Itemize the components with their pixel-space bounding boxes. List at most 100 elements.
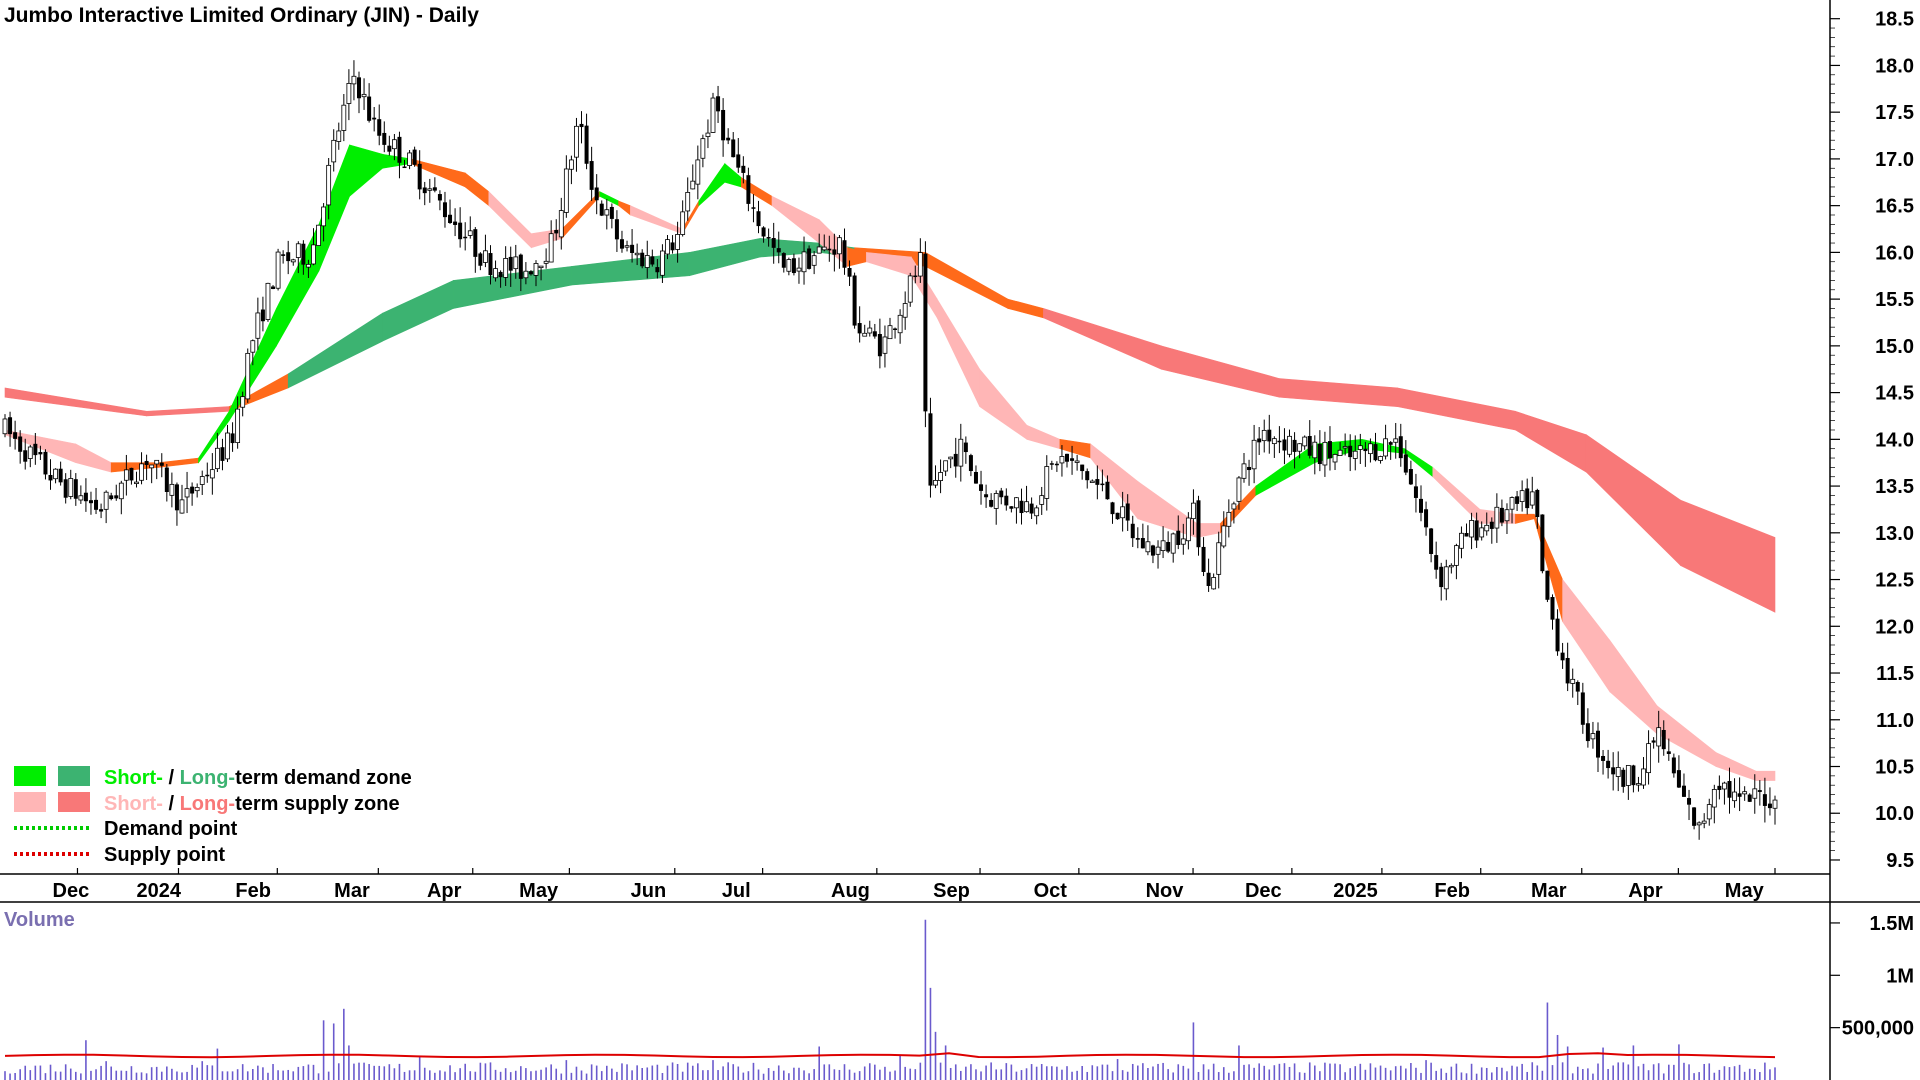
candle-body-up <box>295 243 301 258</box>
candle-body-down <box>357 77 361 99</box>
candle-body-down <box>23 450 28 462</box>
legend-short-label: Short- <box>104 767 163 789</box>
candle-body-down <box>953 453 958 467</box>
candle-body-up <box>1089 480 1095 483</box>
candle-body-down <box>1049 463 1054 465</box>
candle-body-down <box>1611 767 1616 775</box>
candle-body-down <box>1140 538 1145 549</box>
candle-body-down <box>1676 770 1681 788</box>
candle-body-up <box>1352 450 1358 459</box>
candle-body-up <box>680 211 686 235</box>
price-axis-label: 13.5 <box>1875 476 1914 498</box>
candle-body-down <box>190 486 195 494</box>
x-axis-label: Apr <box>427 880 462 902</box>
candle-body-down <box>33 443 38 456</box>
candle-body-down <box>716 96 721 112</box>
price-axis-label: 16.0 <box>1875 242 1914 264</box>
candle-body-down <box>1535 489 1540 518</box>
candle-body-up <box>821 246 827 251</box>
candle-body-down <box>442 202 447 218</box>
candle-body-down <box>463 236 468 239</box>
candle-body-up <box>1706 804 1712 820</box>
price-axis-label: 10.0 <box>1875 803 1914 825</box>
short-supply-swatch <box>14 792 46 812</box>
candle-body-up <box>68 478 74 497</box>
candle-body-down <box>584 125 589 164</box>
candle-body-up <box>513 256 519 270</box>
candle-body-down <box>43 451 48 475</box>
candle-body-up <box>882 336 888 354</box>
volume-axis-label: 1M <box>1886 965 1914 987</box>
candle-body-down <box>453 221 458 225</box>
candle-body-up <box>786 259 792 272</box>
legend-zone-text: term demand zone <box>235 767 412 789</box>
candle-body-up <box>1732 791 1737 802</box>
candle-body-down <box>973 471 978 484</box>
x-axis-label: Nov <box>1146 880 1185 902</box>
candle-body-up <box>1236 477 1242 502</box>
candle-body-up <box>1509 497 1515 510</box>
candle-body-up <box>1241 463 1247 479</box>
candle-body-down <box>1085 471 1090 481</box>
candle-body-up <box>1185 517 1191 542</box>
long-supply-swatch <box>58 792 90 812</box>
candle-body-down <box>923 253 928 412</box>
candle-body-up <box>563 168 569 213</box>
legend-short-label: Short- <box>104 793 163 815</box>
candle-body-up <box>361 93 367 98</box>
candle-body-down <box>731 139 736 158</box>
candle-body-down <box>174 484 179 511</box>
candle-body-up <box>240 396 246 408</box>
price-axis-label: 9.5 <box>1886 850 1914 872</box>
candle-body-down <box>1348 445 1353 458</box>
candle-body-down <box>594 187 599 201</box>
volume-axis-label: 1.5M <box>1870 913 1914 935</box>
candle-body-up <box>1383 438 1388 457</box>
candle-body-up <box>154 459 160 465</box>
price-axis-label: 11.5 <box>1876 663 1914 685</box>
candle-body-down <box>852 275 857 326</box>
candle-body-down <box>1095 479 1100 485</box>
candle-body-up <box>407 152 412 166</box>
candle-body-down <box>164 467 169 492</box>
candle-body-down <box>230 433 235 444</box>
candle-body-up <box>705 132 711 137</box>
candle-body-down <box>1515 496 1520 504</box>
candle-body-up <box>1226 511 1232 527</box>
price-axis-label: 14.0 <box>1875 429 1914 451</box>
candle-body-up <box>139 463 144 481</box>
candle-body-down <box>367 96 372 121</box>
candle-body-up <box>604 209 610 216</box>
candle-body-up <box>1722 782 1727 790</box>
candle-body-up <box>1656 727 1662 747</box>
candle-body-down <box>1166 542 1171 552</box>
candle-body-down <box>1464 533 1469 537</box>
candle-body-down <box>761 227 766 237</box>
candle-body-down <box>38 452 43 455</box>
candle-body-down <box>751 207 756 209</box>
candle-body-down <box>205 474 210 477</box>
candle-body-down <box>1606 760 1611 769</box>
candle-body-down <box>807 248 812 269</box>
candle-body-down <box>1277 440 1282 443</box>
candle-body-up <box>149 464 155 469</box>
candle-body-down <box>1398 436 1403 459</box>
candle-body-up <box>1155 546 1161 555</box>
candle-body-down <box>736 154 741 168</box>
candle-body-down <box>893 328 898 331</box>
candle-body-up <box>675 234 680 250</box>
price-axis-label: 11.0 <box>1876 710 1914 732</box>
volume-label: Volume <box>4 909 75 931</box>
candle-body-down <box>877 334 882 357</box>
chart-title: Jumbo Interactive Limited Ordinary (JIN)… <box>4 4 479 27</box>
candle-body-up <box>1368 443 1373 455</box>
candle-body-up <box>1221 525 1227 547</box>
candle-body-up <box>948 456 954 460</box>
x-axis-label: May <box>1725 880 1765 902</box>
candle-body-up <box>103 491 109 510</box>
candle-body-down <box>1408 468 1413 485</box>
candle-body-up <box>1342 446 1348 449</box>
candle-body-up <box>801 251 807 273</box>
candle-body-down <box>1585 723 1590 742</box>
candle-body-up <box>209 469 215 479</box>
